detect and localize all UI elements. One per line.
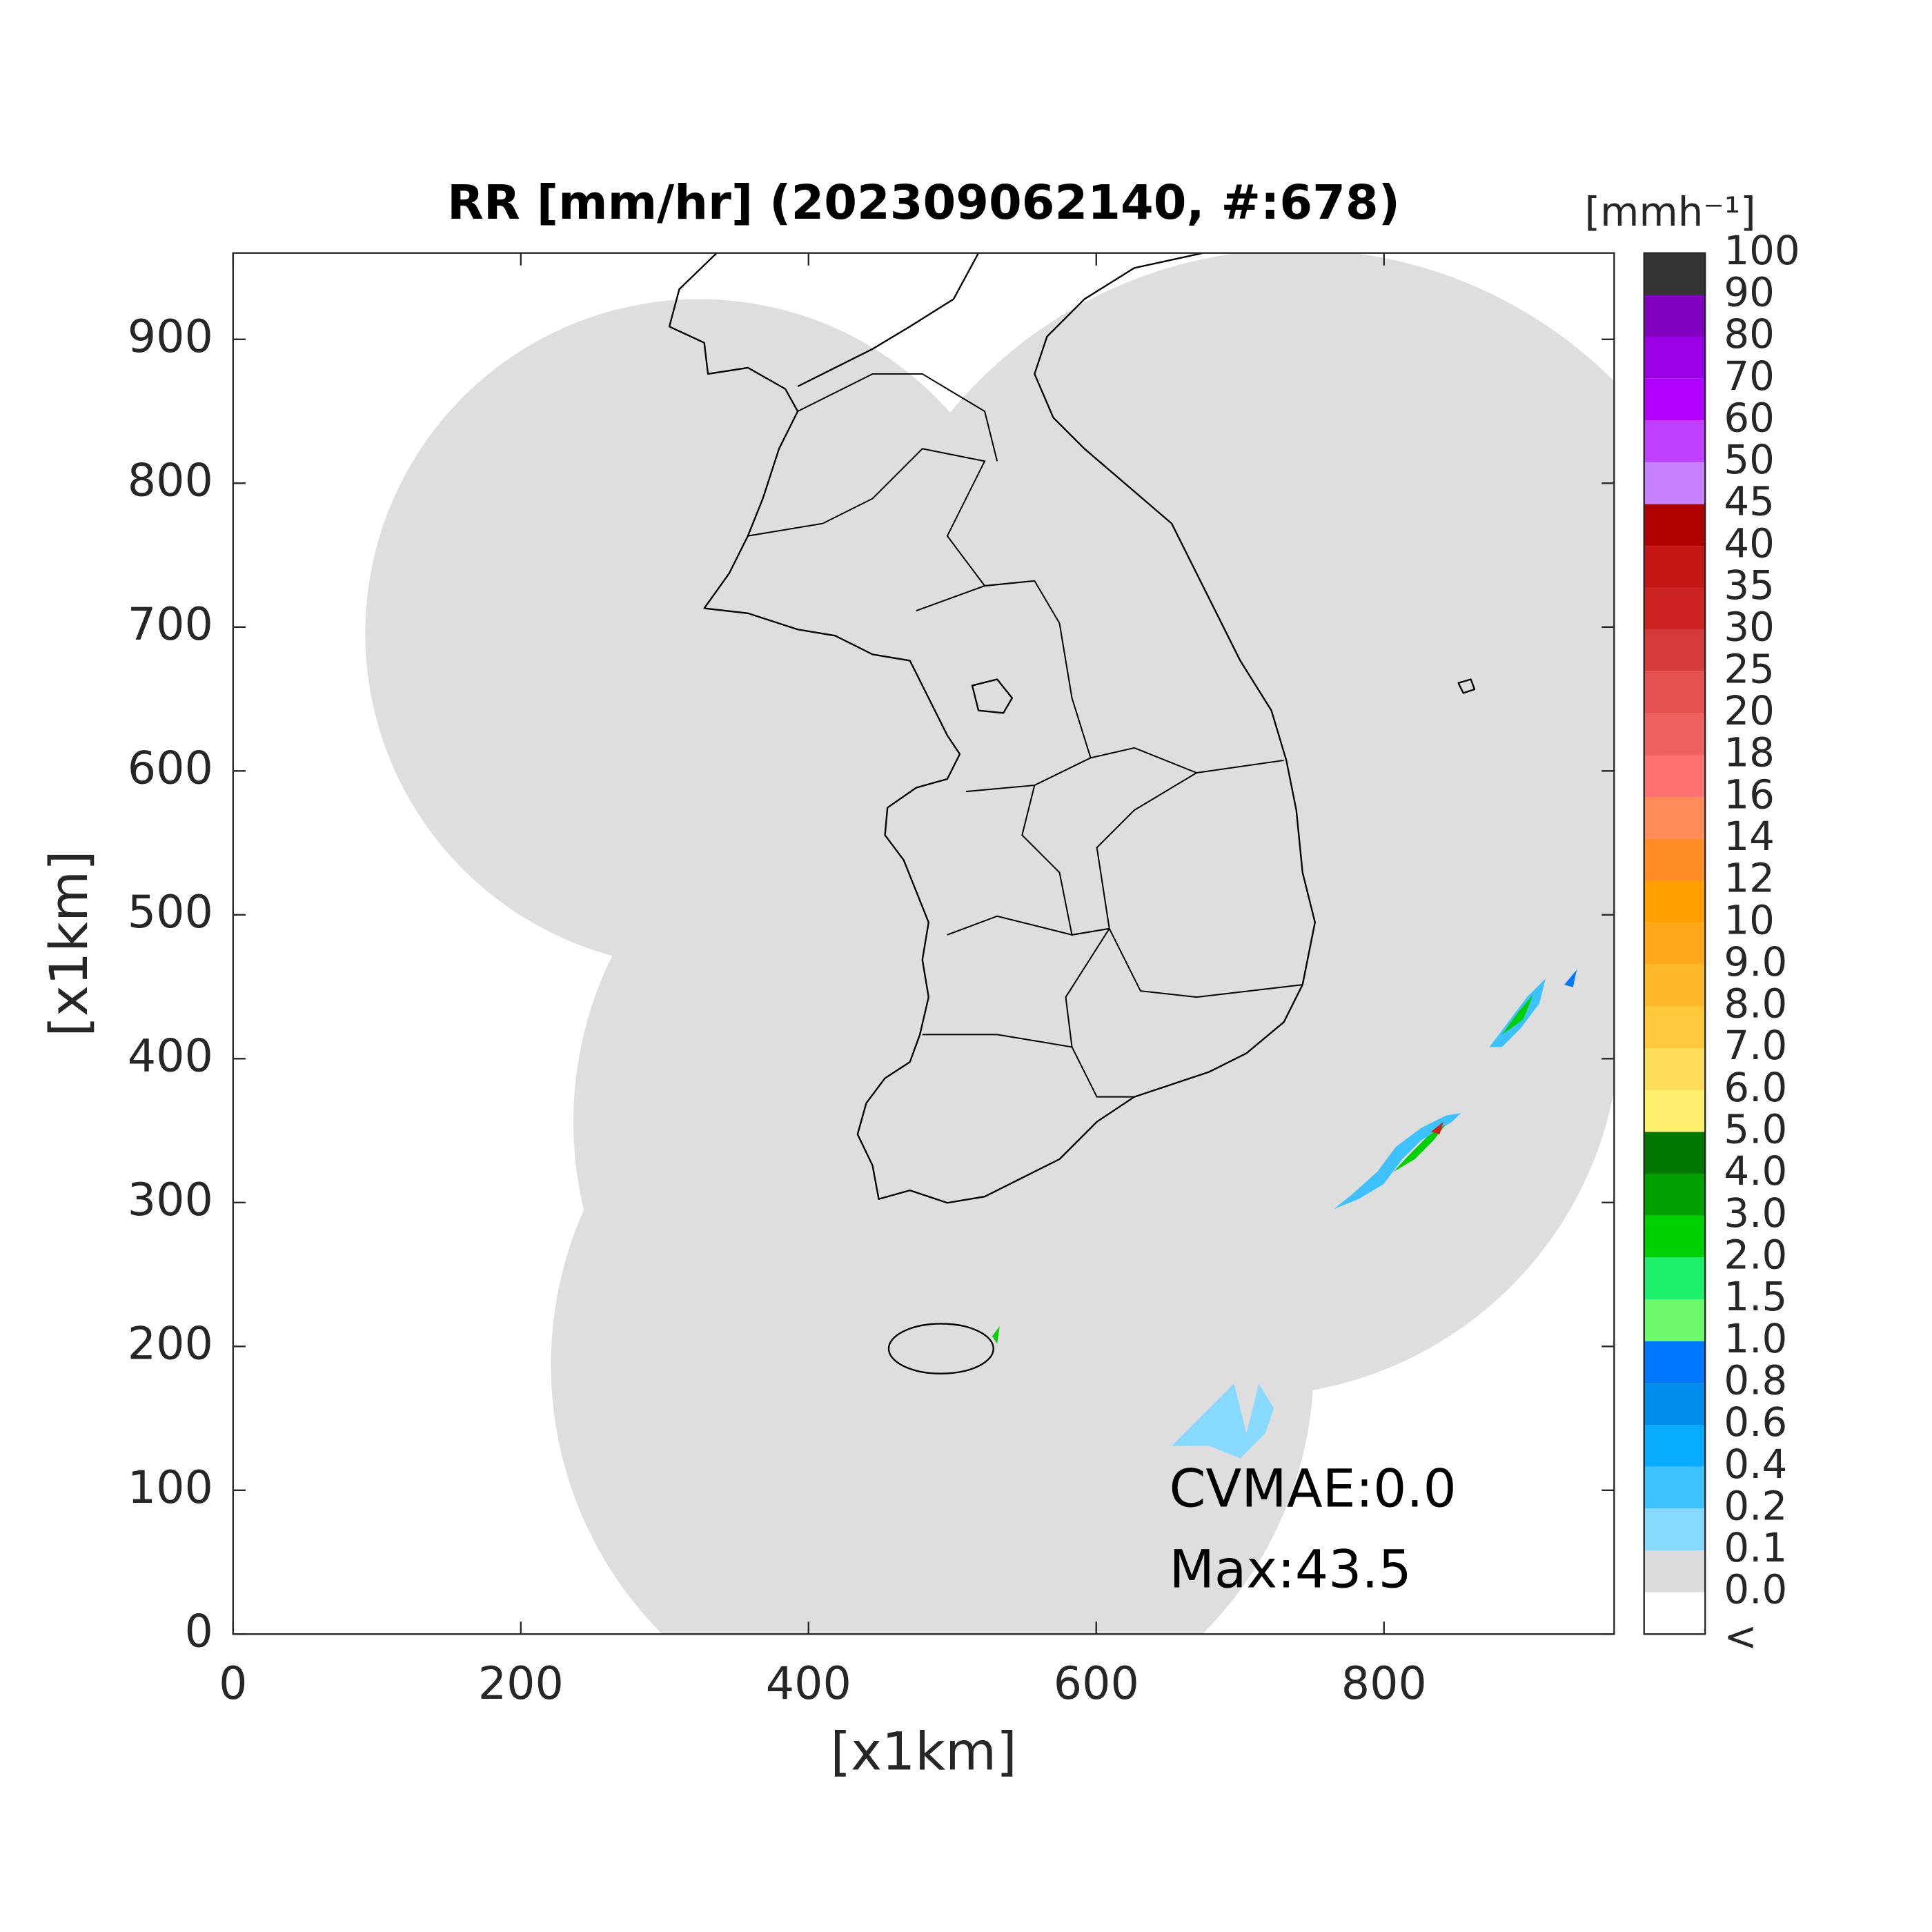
colorbar-frame — [1643, 252, 1706, 1635]
colorbar-label: 0.8 — [1724, 1357, 1787, 1403]
colorbar-label: 6.0 — [1724, 1064, 1787, 1111]
colorbar-segment — [1644, 1508, 1706, 1550]
colorbar-segment — [1644, 1466, 1706, 1509]
y-axis-label: [x1km] — [39, 850, 99, 1036]
y-tick-label: 600 — [128, 742, 213, 794]
x-tick-label: 200 — [478, 1658, 564, 1710]
colorbar-segment — [1644, 1132, 1706, 1174]
colorbar-label: 4.0 — [1724, 1147, 1787, 1194]
colorbar-label: 14 — [1724, 813, 1775, 860]
x-tick-label: 600 — [1054, 1658, 1139, 1710]
y-tick-label: 0 — [185, 1606, 213, 1657]
colorbar-unit: [mmh⁻¹] — [1585, 188, 1756, 235]
colorbar-label: 9.0 — [1724, 938, 1787, 985]
colorbar-label: 3.0 — [1724, 1190, 1787, 1236]
x-tick-label: 0 — [219, 1658, 247, 1710]
colorbar-segment — [1644, 253, 1706, 295]
colorbar-label: 0.6 — [1724, 1399, 1787, 1446]
colorbar-segment — [1644, 797, 1706, 839]
colorbar-label: 45 — [1724, 478, 1775, 525]
colorbar-label: 10 — [1724, 896, 1775, 943]
y-tick-label: 300 — [128, 1174, 213, 1226]
colorbar-segment — [1644, 1090, 1706, 1132]
colorbar-segment — [1644, 755, 1706, 798]
colorbar-segment — [1644, 1174, 1706, 1216]
colorbar-label: 0.4 — [1724, 1441, 1787, 1488]
colorbar-segment — [1644, 587, 1706, 630]
y-tick-label: 200 — [128, 1318, 213, 1370]
colorbar-segment — [1644, 462, 1706, 504]
colorbar-label: 7.0 — [1724, 1022, 1787, 1069]
plot-frame — [232, 252, 1615, 1635]
colorbar-label: 70 — [1724, 353, 1775, 400]
colorbar-segment — [1644, 420, 1706, 462]
colorbar-label: 60 — [1724, 394, 1775, 441]
colorbar-label: 30 — [1724, 604, 1775, 651]
colorbar-segment — [1644, 964, 1706, 1007]
colorbar-segment — [1644, 671, 1706, 713]
annotation: Max:43.5 — [1169, 1539, 1411, 1600]
y-tick-label: 100 — [128, 1462, 213, 1514]
colorbar-segment — [1644, 629, 1706, 672]
colorbar-segment — [1644, 1383, 1706, 1425]
colorbar-label: 2.0 — [1724, 1231, 1787, 1278]
colorbar-label: 40 — [1724, 520, 1775, 566]
x-tick-label: 400 — [766, 1658, 851, 1710]
colorbar-segment — [1644, 838, 1706, 881]
colorbar-label: 25 — [1724, 645, 1775, 692]
rain-echoes — [992, 969, 1577, 1459]
colorbar-segment — [1644, 378, 1706, 421]
colorbar-segment — [1644, 1048, 1706, 1090]
y-tick-label: 700 — [128, 599, 213, 651]
colorbar-segment — [1644, 923, 1706, 965]
colorbar-label: 0.1 — [1724, 1524, 1787, 1571]
colorbar-label: 12 — [1724, 855, 1775, 902]
y-tick-label: 900 — [128, 311, 213, 363]
colorbar-label: 80 — [1724, 310, 1775, 357]
colorbar-label: 20 — [1724, 687, 1775, 734]
colorbar-label: 8.0 — [1724, 980, 1787, 1027]
annotation: CVMAE:0.0 — [1169, 1458, 1456, 1519]
colorbar-segment — [1644, 546, 1706, 588]
colorbar-segment — [1644, 295, 1706, 337]
colorbar-segment — [1644, 1006, 1706, 1049]
colorbar-segment — [1644, 1299, 1706, 1341]
colorbar-label: 100 — [1724, 227, 1800, 274]
colorbar-segment — [1644, 1592, 1706, 1635]
x-axis-label: [x1km] — [830, 1721, 1016, 1782]
colorbar-segment — [1644, 1424, 1706, 1467]
x-tick-label: 800 — [1341, 1658, 1427, 1710]
radar-coverage — [365, 253, 1615, 1635]
colorbar-segment — [1644, 880, 1706, 923]
colorbar-label: 1.0 — [1724, 1315, 1787, 1362]
colorbar-label: 0.2 — [1724, 1482, 1787, 1529]
colorbar-label: 16 — [1724, 771, 1775, 818]
colorbar-segment — [1644, 1341, 1706, 1383]
colorbar-label: < — [1724, 1613, 1757, 1660]
colorbar-label: 0.0 — [1724, 1566, 1787, 1613]
colorbar-segment — [1644, 337, 1706, 379]
y-tick-label: 500 — [128, 887, 213, 938]
colorbar-segment — [1644, 504, 1706, 546]
colorbar-label: 1.5 — [1724, 1273, 1787, 1320]
colorbar-label: 90 — [1724, 268, 1775, 315]
colorbar-segment — [1644, 1550, 1706, 1593]
colorbar-segment — [1644, 713, 1706, 756]
y-tick-label: 400 — [128, 1030, 213, 1082]
colorbar-label: 5.0 — [1724, 1106, 1787, 1153]
colorbar-label: 18 — [1724, 729, 1775, 776]
coastline — [668, 253, 1476, 1374]
y-tick-label: 800 — [128, 455, 213, 506]
colorbar-label: 50 — [1724, 436, 1775, 483]
colorbar-segment — [1644, 1215, 1706, 1258]
colorbar-segment — [1644, 1257, 1706, 1300]
colorbar-label: 35 — [1724, 562, 1775, 609]
chart-title: RR [mm/hr] (202309062140, #:678) — [447, 175, 1400, 230]
